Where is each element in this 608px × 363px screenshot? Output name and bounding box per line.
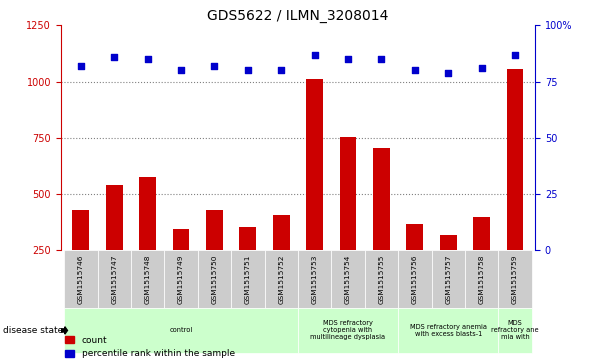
Bar: [473, 217, 490, 306]
Bar: [499, 250, 532, 308]
Text: GSM1515750: GSM1515750: [212, 254, 218, 304]
Text: disease state: disease state: [3, 326, 63, 335]
Bar: [331, 250, 365, 308]
Text: MDS refractory
cytopenia with
multilineage dysplasia: MDS refractory cytopenia with multilinea…: [311, 321, 385, 340]
Text: GSM1515759: GSM1515759: [512, 254, 518, 304]
FancyArrow shape: [61, 327, 67, 334]
Bar: [106, 185, 123, 306]
Bar: [173, 229, 189, 306]
Text: control: control: [170, 327, 193, 334]
Text: GSM1515758: GSM1515758: [478, 254, 485, 304]
Text: GSM1515752: GSM1515752: [278, 254, 284, 304]
Bar: [407, 224, 423, 306]
Bar: [340, 137, 356, 306]
Bar: [72, 210, 89, 306]
Bar: [298, 308, 398, 352]
Bar: [97, 250, 131, 308]
Bar: [139, 177, 156, 306]
Point: [510, 52, 520, 58]
Bar: [164, 250, 198, 308]
Text: GSM1515756: GSM1515756: [412, 254, 418, 304]
Bar: [306, 79, 323, 306]
Bar: [231, 250, 264, 308]
Point: [277, 68, 286, 73]
Bar: [506, 69, 523, 306]
Bar: [198, 250, 231, 308]
Bar: [264, 250, 298, 308]
Bar: [240, 227, 256, 306]
Text: GSM1515747: GSM1515747: [111, 254, 117, 304]
Point: [76, 63, 86, 69]
Bar: [64, 250, 97, 308]
Point: [477, 65, 486, 71]
Point: [376, 56, 386, 62]
Text: GSM1515757: GSM1515757: [445, 254, 451, 304]
Text: GSM1515749: GSM1515749: [178, 254, 184, 304]
Text: MDS
refractory ane
mia with: MDS refractory ane mia with: [491, 321, 539, 340]
Bar: [273, 216, 289, 306]
Bar: [365, 250, 398, 308]
Text: GSM1515753: GSM1515753: [312, 254, 317, 304]
Bar: [398, 250, 432, 308]
Bar: [432, 250, 465, 308]
Text: GSM1515746: GSM1515746: [78, 254, 84, 304]
Point: [410, 68, 420, 73]
Point: [443, 70, 453, 76]
Point: [343, 56, 353, 62]
Point: [109, 54, 119, 60]
Point: [243, 68, 253, 73]
Bar: [465, 250, 499, 308]
Bar: [131, 250, 164, 308]
Bar: [398, 308, 499, 352]
Text: GSM1515748: GSM1515748: [145, 254, 151, 304]
Point: [143, 56, 153, 62]
Bar: [206, 210, 223, 306]
Bar: [440, 234, 457, 306]
Point: [309, 52, 319, 58]
Bar: [373, 148, 390, 306]
Bar: [64, 308, 298, 352]
Text: MDS refractory anemia
with excess blasts-1: MDS refractory anemia with excess blasts…: [410, 324, 487, 337]
Bar: [298, 250, 331, 308]
Point: [176, 68, 186, 73]
Text: GSM1515755: GSM1515755: [378, 254, 384, 304]
Point: [210, 63, 219, 69]
Bar: [499, 308, 532, 352]
Text: GSM1515751: GSM1515751: [245, 254, 251, 304]
Legend: count, percentile rank within the sample: count, percentile rank within the sample: [65, 336, 235, 359]
Title: GDS5622 / ILMN_3208014: GDS5622 / ILMN_3208014: [207, 9, 389, 23]
Text: GSM1515754: GSM1515754: [345, 254, 351, 304]
